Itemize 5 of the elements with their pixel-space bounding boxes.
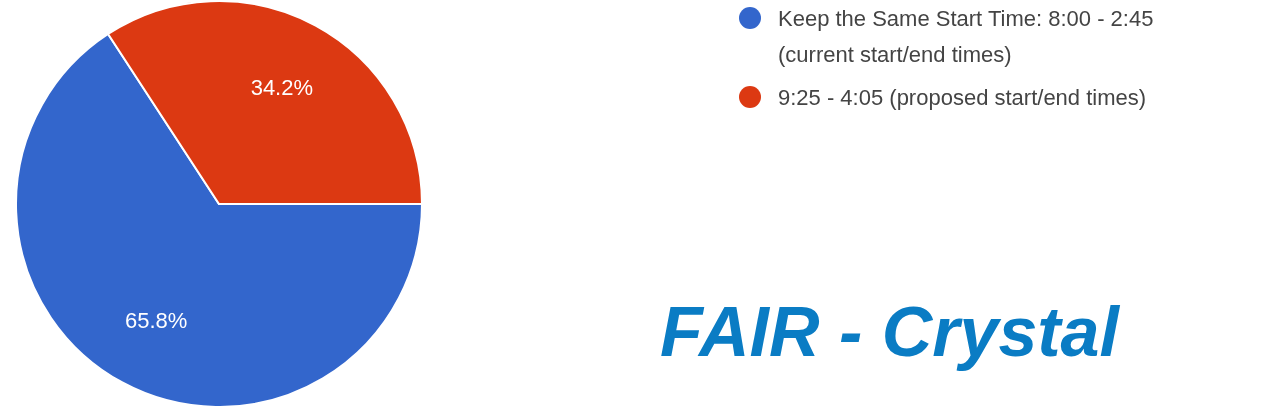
data-label: 34.2% bbox=[250, 75, 314, 101]
data-label: 65.8% bbox=[124, 307, 188, 333]
legend-label: 9:25 - 4:05 (proposed start/end times) bbox=[778, 84, 1147, 110]
legend-label: Keep the Same Start Time: 8:00 - 2:45 (current start/end times) bbox=[778, 5, 1154, 67]
text: FAIR - Crystal bbox=[660, 293, 1121, 371]
